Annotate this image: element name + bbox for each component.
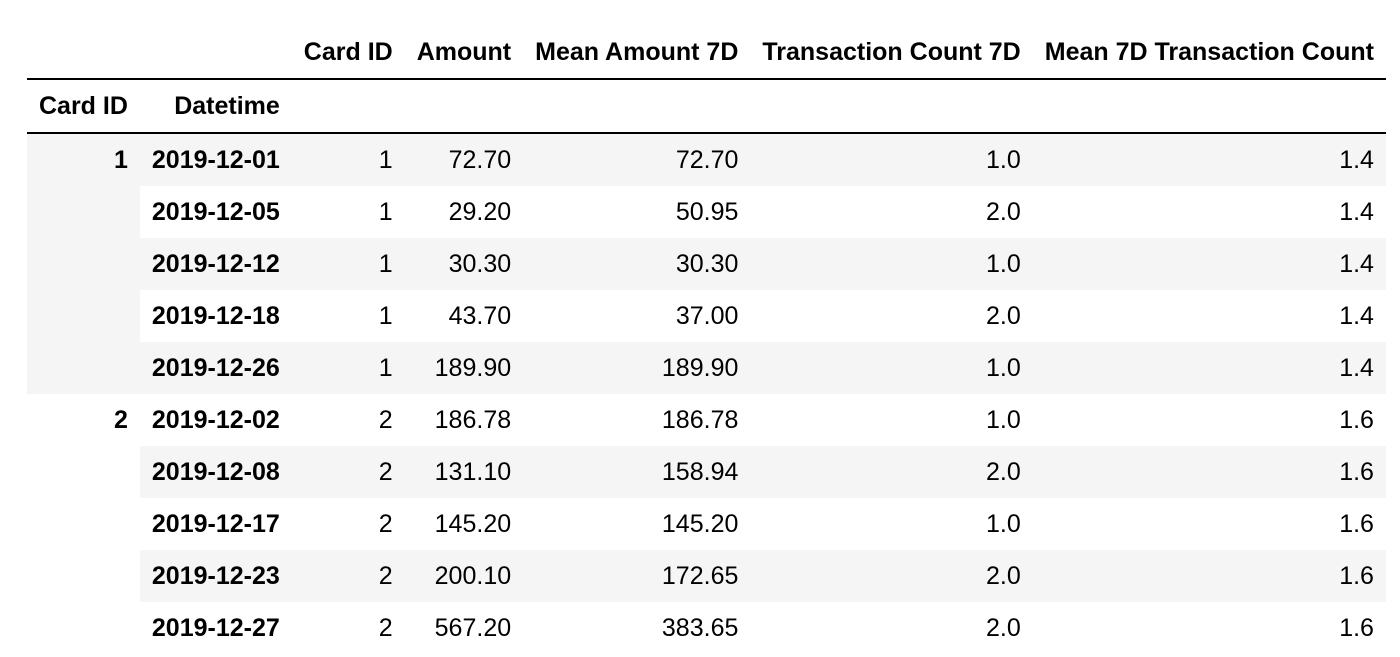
- cell-card-id: 2: [378, 510, 393, 538]
- table-row: 2019-12-26 1 189.90 189.90 1.0 1.4: [27, 342, 1386, 394]
- index-name-datetime: Datetime: [139, 79, 292, 134]
- row-header-datetime: 2019-12-23: [151, 562, 280, 590]
- cell-mean-amount-7d: 186.78: [661, 406, 739, 434]
- cell-amount: 43.70: [448, 302, 512, 330]
- cell-card-id: 2: [378, 406, 393, 434]
- cell-mean-amount-7d: 158.94: [661, 458, 739, 486]
- row-header-datetime: 2019-12-27: [151, 614, 280, 642]
- cell-mean-amount-7d: 37.00: [675, 302, 739, 330]
- cell-transaction-count-7d: 1.0: [985, 510, 1021, 538]
- header-spacer: [750, 79, 1033, 134]
- table-header: Card ID Amount Mean Amount 7D Transactio…: [27, 26, 1386, 134]
- cell-card-id: 1: [378, 250, 393, 278]
- row-header-datetime: 2019-12-18: [151, 302, 280, 330]
- cell-mean-amount-7d: 50.95: [675, 198, 739, 226]
- cell-amount: 567.20: [434, 614, 512, 642]
- cell-transaction-count-7d: 1.0: [985, 406, 1021, 434]
- cell-card-id: 1: [378, 302, 393, 330]
- cell-transaction-count-7d: 1.0: [985, 146, 1021, 174]
- cell-mean-amount-7d: 72.70: [675, 146, 739, 174]
- header-spacer: [404, 79, 524, 134]
- row-header-datetime: 2019-12-12: [151, 250, 280, 278]
- table-row: 1 2019-12-01 1 72.70 72.70 1.0 1.4: [27, 133, 1386, 186]
- cell-mean-amount-7d: 189.90: [661, 354, 739, 382]
- cell-mean-7d-transaction-count: 1.4: [1339, 250, 1374, 278]
- cell-card-id: 2: [378, 614, 393, 642]
- cell-amount: 145.20: [434, 510, 512, 538]
- table-row: 2019-12-23 2 200.10 172.65 2.0 1.6: [27, 550, 1386, 602]
- cell-card-id: 1: [378, 354, 393, 382]
- column-header-row: Card ID Amount Mean Amount 7D Transactio…: [27, 26, 1386, 80]
- index-spacer: [27, 26, 140, 80]
- cell-transaction-count-7d: 2.0: [985, 198, 1021, 226]
- cell-mean-7d-transaction-count: 1.4: [1339, 198, 1374, 226]
- cell-mean-amount-7d: 172.65: [661, 562, 739, 590]
- column-header-mean-amount-7d: Mean Amount 7D: [523, 26, 751, 80]
- index-name-card-id: Card ID: [27, 79, 140, 134]
- cell-transaction-count-7d: 1.0: [985, 354, 1021, 382]
- cell-transaction-count-7d: 1.0: [985, 250, 1021, 278]
- cell-amount: 72.70: [448, 146, 512, 174]
- cell-mean-7d-transaction-count: 1.6: [1339, 510, 1374, 538]
- column-header-mean-7d-transaction-count: Mean 7D Transaction Count: [1032, 26, 1386, 80]
- cell-transaction-count-7d: 2.0: [985, 562, 1021, 590]
- table-row: 2019-12-27 2 567.20 383.65 2.0 1.6: [27, 602, 1386, 654]
- cell-mean-amount-7d: 30.30: [675, 250, 739, 278]
- cell-amount: 131.10: [434, 458, 512, 486]
- row-header-datetime: 2019-12-02: [151, 406, 280, 434]
- header-spacer: [291, 79, 405, 134]
- cell-card-id: 2: [378, 562, 393, 590]
- table-row: 2 2019-12-02 2 186.78 186.78 1.0 1.6: [27, 394, 1386, 446]
- table-row: 2019-12-17 2 145.20 145.20 1.0 1.6: [27, 498, 1386, 550]
- cell-mean-7d-transaction-count: 1.4: [1339, 146, 1374, 174]
- table-row: 2019-12-12 1 30.30 30.30 1.0 1.4: [27, 238, 1386, 290]
- cell-mean-7d-transaction-count: 1.6: [1339, 562, 1374, 590]
- table-body: 1 2019-12-01 1 72.70 72.70 1.0 1.4 2019-…: [27, 133, 1386, 654]
- cell-transaction-count-7d: 2.0: [985, 458, 1021, 486]
- column-header-card-id: Card ID: [291, 26, 405, 80]
- cell-mean-7d-transaction-count: 1.6: [1339, 406, 1374, 434]
- index-spacer: [139, 26, 292, 80]
- cell-card-id: 2: [378, 458, 393, 486]
- cell-amount: 29.20: [448, 198, 512, 226]
- table-row: 2019-12-18 1 43.70 37.00 2.0 1.4: [27, 290, 1386, 342]
- header-spacer: [1032, 79, 1386, 134]
- cell-mean-amount-7d: 145.20: [661, 510, 739, 538]
- cell-amount: 186.78: [434, 406, 512, 434]
- cell-amount: 200.10: [434, 562, 512, 590]
- row-header-datetime: 2019-12-17: [151, 510, 280, 538]
- cell-mean-amount-7d: 383.65: [661, 614, 739, 642]
- table-row: 2019-12-05 1 29.20 50.95 2.0 1.4: [27, 186, 1386, 238]
- dataframe-table: Card ID Amount Mean Amount 7D Transactio…: [27, 26, 1386, 654]
- cell-amount: 30.30: [448, 250, 512, 278]
- cell-mean-7d-transaction-count: 1.4: [1339, 354, 1374, 382]
- row-header-datetime: 2019-12-05: [151, 198, 280, 226]
- row-header-datetime: 2019-12-26: [151, 354, 280, 382]
- cell-amount: 189.90: [434, 354, 512, 382]
- cell-transaction-count-7d: 2.0: [985, 302, 1021, 330]
- row-header-group-card-id: 2: [114, 406, 128, 434]
- row-header-datetime: 2019-12-08: [151, 458, 280, 486]
- column-header-amount: Amount: [404, 26, 524, 80]
- cell-card-id: 1: [378, 146, 393, 174]
- table-row: 2019-12-08 2 131.10 158.94 2.0 1.6: [27, 446, 1386, 498]
- cell-mean-7d-transaction-count: 1.6: [1339, 458, 1374, 486]
- cell-transaction-count-7d: 2.0: [985, 614, 1021, 642]
- row-header-datetime: 2019-12-01: [151, 146, 280, 174]
- cell-card-id: 1: [378, 198, 393, 226]
- index-name-row: Card ID Datetime: [27, 79, 1386, 134]
- row-header-group-card-id: 1: [114, 146, 128, 174]
- cell-mean-7d-transaction-count: 1.6: [1339, 614, 1374, 642]
- header-spacer: [523, 79, 751, 134]
- cell-mean-7d-transaction-count: 1.4: [1339, 302, 1374, 330]
- column-header-transaction-count-7d: Transaction Count 7D: [750, 26, 1033, 80]
